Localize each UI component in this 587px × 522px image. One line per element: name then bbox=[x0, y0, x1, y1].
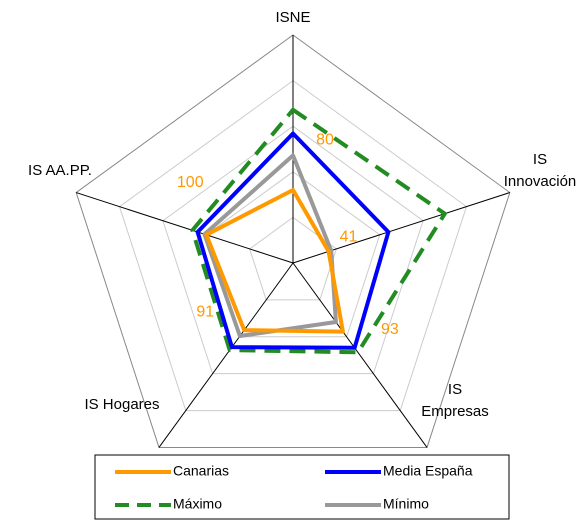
axis-line bbox=[158, 262, 294, 448]
grid-ring bbox=[118, 79, 468, 412]
legend-label: Mínimo bbox=[383, 496, 429, 512]
axis-line bbox=[76, 192, 294, 264]
data-label: 80 bbox=[316, 131, 334, 148]
axis-line bbox=[292, 262, 428, 448]
legend-box bbox=[94, 454, 510, 520]
series-line bbox=[195, 131, 391, 350]
data-label: 91 bbox=[196, 303, 214, 320]
legend-label: Canarias bbox=[173, 463, 229, 479]
series-line bbox=[204, 188, 345, 334]
axis-line bbox=[292, 192, 510, 264]
legend-label: Media España bbox=[383, 463, 473, 479]
category-label: IS AA.PP. bbox=[28, 162, 92, 179]
data-label: 93 bbox=[381, 321, 399, 338]
legend-label: Máximo bbox=[173, 496, 222, 512]
grid-ring bbox=[205, 171, 381, 338]
data-label: 100 bbox=[177, 174, 204, 191]
series-line bbox=[202, 153, 338, 338]
grid-ring bbox=[75, 34, 511, 448]
series-line bbox=[190, 107, 447, 355]
category-label: IS Innovación bbox=[503, 151, 577, 190]
grid-ring bbox=[162, 125, 424, 375]
category-label: IS Empresas bbox=[421, 381, 489, 420]
data-label: 41 bbox=[340, 229, 358, 246]
category-label: IS Hogares bbox=[84, 396, 160, 413]
category-label: ISNE bbox=[275, 9, 311, 26]
